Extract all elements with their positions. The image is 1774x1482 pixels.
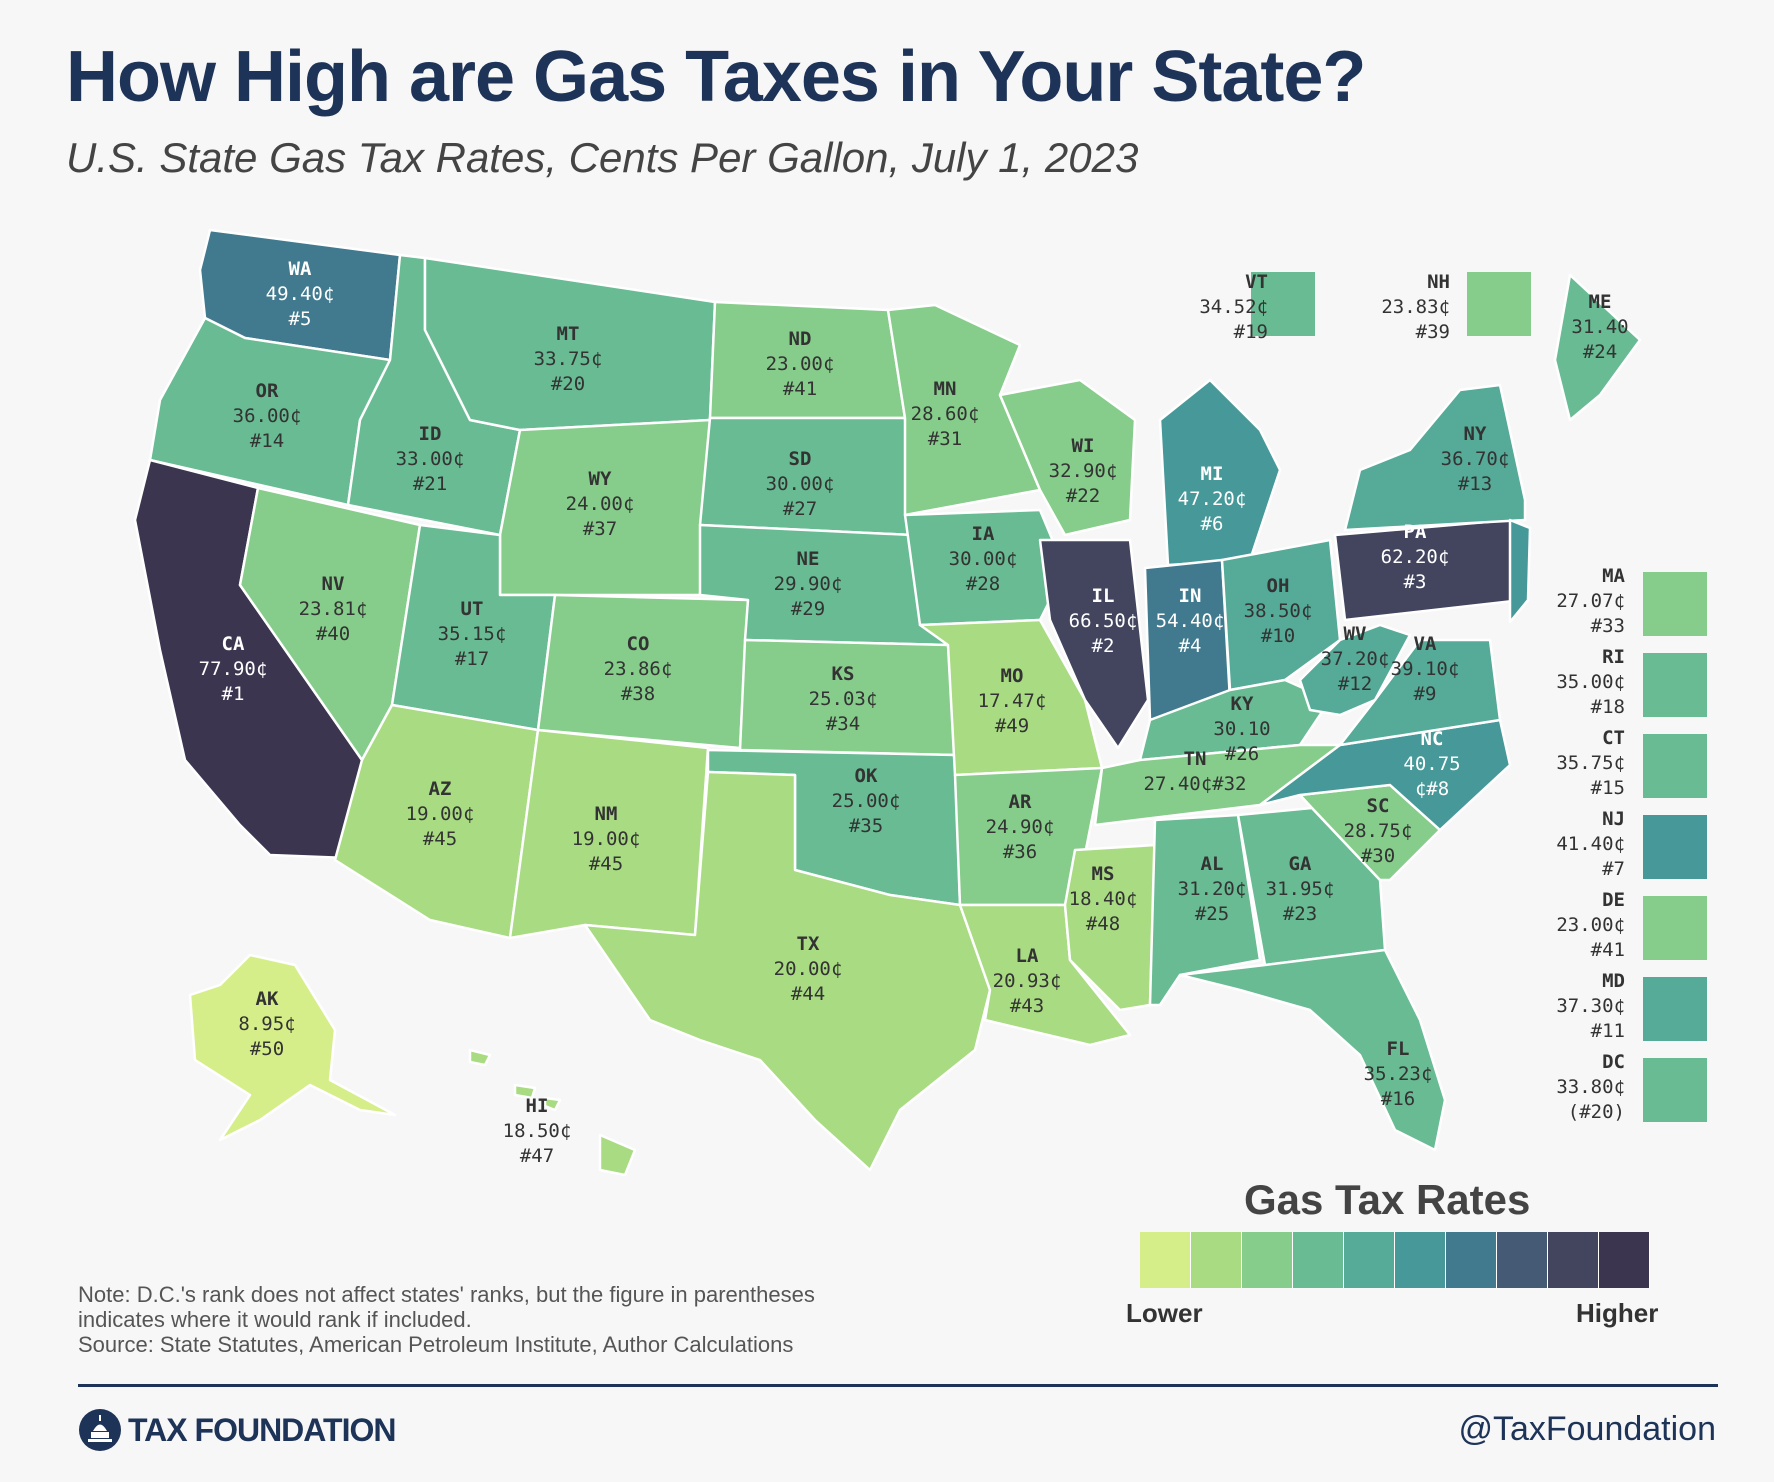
state-PA[interactable] xyxy=(1333,518,1524,622)
label-TX: TX 20.00¢ #44 xyxy=(774,933,843,1005)
legend-swatch-5 xyxy=(1344,1232,1395,1288)
label-IN: IN 54.40¢ #4 xyxy=(1156,585,1225,657)
legend-swatch-7 xyxy=(1446,1232,1497,1288)
label-IL: IL 66.50¢ #2 xyxy=(1069,585,1138,657)
label-OR: OR 36.00¢ #14 xyxy=(233,380,302,452)
label-NM: NM 19.00¢ #45 xyxy=(572,803,641,875)
label-GA: GA 31.95¢ #23 xyxy=(1266,853,1335,925)
legend-swatch-10 xyxy=(1599,1232,1650,1288)
label-AK: AK 8.95¢ #50 xyxy=(238,988,295,1060)
swatch-NH[interactable] xyxy=(1467,272,1531,336)
label-MI: MI 47.20¢ #6 xyxy=(1178,463,1247,535)
state-FL[interactable] xyxy=(1178,948,1447,1152)
side-label-VT: VT 34.52¢ #19 xyxy=(1199,271,1268,343)
side-label-CT: CT 35.75¢ #15 xyxy=(1556,727,1625,799)
label-UT: UT 35.15¢ #17 xyxy=(438,598,507,670)
label-FL: FL 35.23¢ #16 xyxy=(1364,1038,1433,1110)
label-OH: OH 38.50¢ #10 xyxy=(1244,575,1313,647)
logo-text: TAX FOUNDATION xyxy=(128,1411,396,1448)
state-VA[interactable] xyxy=(1338,638,1502,747)
label-MO: MO 17.47¢ #49 xyxy=(978,665,1047,737)
legend-swatch-9 xyxy=(1548,1232,1599,1288)
state-NJ[interactable] xyxy=(1508,518,1532,624)
legend-high-label: Higher xyxy=(1576,1298,1659,1328)
legend-swatch-6 xyxy=(1395,1232,1446,1288)
label-NY: NY 36.70¢ #13 xyxy=(1441,423,1510,495)
legend-color-scale xyxy=(1140,1232,1650,1288)
side-label-DE: DE 23.00¢ #41 xyxy=(1556,889,1625,961)
tax-foundation-logo: TAX FOUNDATION xyxy=(78,1408,396,1452)
side-label-NJ: NJ 41.40¢ #7 xyxy=(1556,808,1625,880)
note-line-2: indicates where it would rank if include… xyxy=(78,1307,472,1332)
label-CO: CO 23.86¢ #38 xyxy=(604,633,673,705)
state-HI[interactable] xyxy=(468,1048,637,1177)
source-line: Source: State Statutes, American Petrole… xyxy=(78,1332,794,1357)
label-TN: TN 27.40¢#32 xyxy=(1144,748,1247,795)
label-NV: NV 23.81¢ #40 xyxy=(299,573,368,645)
label-MN: MN 28.60¢ #31 xyxy=(911,378,980,450)
label-LA: LA 20.93¢ #43 xyxy=(993,945,1062,1017)
capitol-dome-icon xyxy=(79,1409,121,1451)
legend-swatch-4 xyxy=(1293,1232,1344,1288)
label-KY: KY 30.10 #26 xyxy=(1213,693,1270,765)
side-label-DC: DC 33.80¢ (#20) xyxy=(1556,1051,1625,1123)
label-PA: PA 62.20¢ #3 xyxy=(1381,521,1450,593)
label-AR: AR 24.90¢ #36 xyxy=(986,791,1055,863)
notes: Note: D.C.'s rank does not affect states… xyxy=(78,1282,815,1357)
side-label-MA: MA 27.07¢ #33 xyxy=(1556,565,1625,637)
state-WV[interactable] xyxy=(1298,623,1412,717)
label-IA: IA 30.00¢ #28 xyxy=(949,523,1018,595)
state-IL[interactable] xyxy=(1038,538,1150,750)
state-NY[interactable] xyxy=(1343,383,1527,532)
label-WA: WA 49.40¢ #5 xyxy=(266,258,335,330)
label-KS: KS 25.03¢ #34 xyxy=(809,663,878,735)
side-label-NH: NH 23.83¢ #39 xyxy=(1381,271,1450,343)
state-WI[interactable] xyxy=(998,378,1137,537)
label-ME: ME 31.40 #24 xyxy=(1571,291,1628,363)
label-WI: WI 32.90¢ #22 xyxy=(1049,435,1118,507)
swatch-CT[interactable] xyxy=(1643,734,1707,798)
label-ND: ND 23.00¢ #41 xyxy=(766,328,835,400)
legend-low-label: Lower xyxy=(1126,1298,1203,1328)
label-MS: MS 18.40¢ #48 xyxy=(1069,863,1138,935)
side-label-MD: MD 37.30¢ #11 xyxy=(1556,970,1625,1042)
label-ID: ID 33.00¢ #21 xyxy=(396,423,465,495)
state-TX[interactable] xyxy=(583,770,992,1172)
label-AL: AL 31.20¢ #25 xyxy=(1178,853,1247,925)
legend-swatch-8 xyxy=(1497,1232,1548,1288)
label-WV: WV 37.20¢ #12 xyxy=(1321,623,1390,695)
twitter-handle[interactable]: @TaxFoundation xyxy=(1458,1410,1716,1448)
label-MT: MT 33.75¢ #20 xyxy=(534,323,603,395)
label-SD: SD 30.00¢ #27 xyxy=(766,448,835,520)
legend-swatch-2 xyxy=(1191,1232,1242,1288)
swatch-NJ[interactable] xyxy=(1643,815,1707,879)
legend-title: Gas Tax Rates xyxy=(1244,1176,1531,1223)
label-HI: HI 18.50¢ #47 xyxy=(503,1095,572,1167)
label-NE: NE 29.90¢ #29 xyxy=(774,548,843,620)
swatch-MA[interactable] xyxy=(1643,572,1707,636)
state-OH[interactable] xyxy=(1220,538,1342,692)
swatch-VT[interactable] xyxy=(1251,272,1315,336)
side-label-RI: RI 35.00¢ #18 xyxy=(1556,646,1625,718)
footer-divider xyxy=(78,1384,1718,1387)
label-WY: WY 24.00¢ #37 xyxy=(566,468,635,540)
legend-swatch-1 xyxy=(1140,1232,1191,1288)
swatch-RI[interactable] xyxy=(1643,653,1707,717)
page-subtitle: U.S. State Gas Tax Rates, Cents Per Gall… xyxy=(66,134,1139,181)
label-VA: VA 39.10¢ #9 xyxy=(1391,633,1460,705)
swatch-MD[interactable] xyxy=(1643,977,1707,1041)
label-AZ: AZ 19.00¢ #45 xyxy=(406,778,475,850)
label-NC: NC 40.75 ¢#8 xyxy=(1403,728,1460,800)
swatch-DC[interactable] xyxy=(1643,1058,1707,1122)
swatch-DE[interactable] xyxy=(1643,896,1707,960)
note-line-1: Note: D.C.'s rank does not affect states… xyxy=(78,1282,815,1307)
label-OK: OK 25.00¢ #35 xyxy=(832,765,901,837)
state-ME[interactable] xyxy=(1553,273,1642,422)
label-SC: SC 28.75¢ #30 xyxy=(1344,795,1413,867)
legend-swatch-3 xyxy=(1242,1232,1293,1288)
label-CA: CA 77.90¢ #1 xyxy=(199,633,268,705)
page-title: How High are Gas Taxes in Your State? xyxy=(66,37,1366,117)
state-AK[interactable] xyxy=(188,953,397,1142)
